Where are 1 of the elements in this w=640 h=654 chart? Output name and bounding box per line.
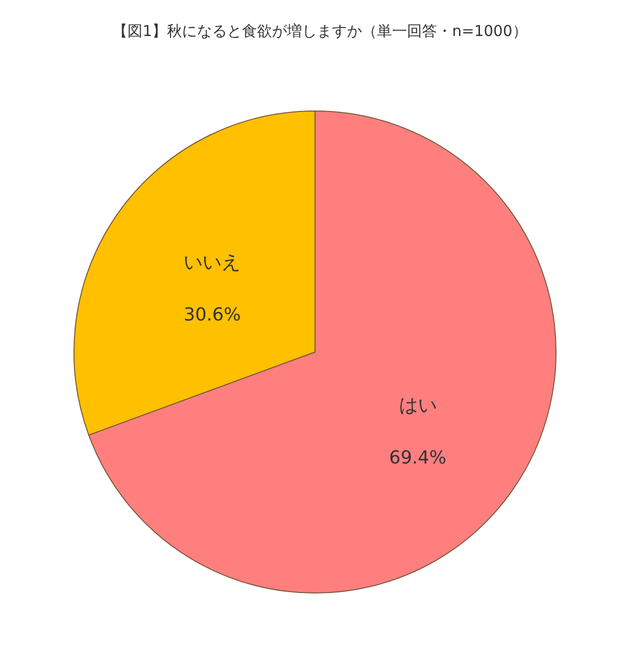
title: 【図1】秋になると食欲が増しますか（単一回答・n=1000） [112,22,528,40]
